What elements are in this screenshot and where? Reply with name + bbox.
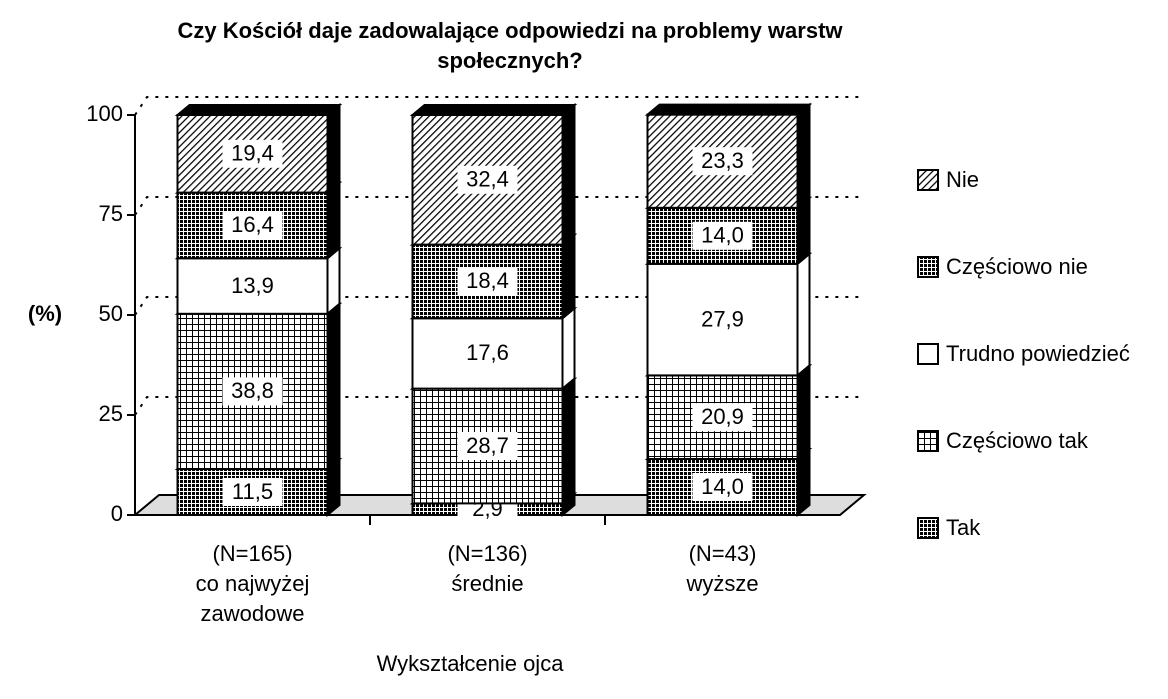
bar-side — [561, 306, 576, 391]
label-box — [222, 478, 283, 506]
label-box — [222, 211, 283, 240]
y-tick-label: 75 — [99, 201, 123, 226]
data-label: 20,9 — [701, 404, 744, 429]
data-label: 32,4 — [466, 167, 509, 192]
x-tick-label: co najwyżej — [196, 571, 310, 596]
bar-top — [409, 104, 578, 116]
grid-line — [134, 296, 860, 316]
x-tick-label: zawodowe — [201, 601, 305, 626]
bar-side — [561, 376, 576, 506]
legend-swatch — [917, 430, 939, 452]
label-box — [222, 377, 283, 406]
data-label: 14,0 — [701, 223, 744, 248]
legend-swatch — [917, 517, 939, 539]
bar-top — [644, 103, 813, 116]
data-label: 14,0 — [701, 474, 744, 499]
bar-side — [326, 102, 341, 195]
grid-line — [134, 96, 860, 116]
label-box — [692, 305, 753, 334]
y-tick-label: 100 — [86, 101, 123, 126]
x-axis-label: Wykształcenie ojca — [377, 651, 565, 676]
y-axis-label: (%) — [28, 301, 62, 326]
bar-side — [796, 195, 811, 266]
chart-title: społecznych? — [437, 48, 582, 73]
bar-segment — [409, 102, 578, 247]
legend-swatch — [917, 256, 939, 278]
bar-side — [796, 446, 811, 518]
label-box — [692, 221, 753, 250]
legend-label: Tak — [946, 515, 981, 540]
bar-side — [326, 301, 341, 472]
bar-side — [796, 363, 811, 462]
legend-label: Częściowo tak — [946, 428, 1089, 453]
legend-swatch — [917, 343, 939, 365]
data-label: 16,4 — [231, 212, 274, 237]
x-tick-label: (N=43) — [689, 541, 757, 566]
label-box — [222, 272, 283, 300]
y-tick-label: 50 — [99, 301, 123, 326]
x-tick-label: średnie — [451, 571, 523, 596]
label-box — [692, 473, 753, 501]
bar-side — [561, 232, 576, 321]
bar-side — [796, 251, 811, 378]
x-tick-label: (N=165) — [212, 541, 292, 566]
label-box — [457, 432, 518, 460]
data-label: 17,6 — [466, 340, 509, 365]
legend-label: Nie — [946, 167, 979, 192]
label-box — [457, 339, 518, 368]
label-box — [457, 165, 518, 194]
data-label: 38,8 — [231, 378, 274, 403]
legend-label: Trudno powiedzieć — [946, 341, 1130, 366]
legend-swatch — [917, 169, 939, 191]
bar-side — [326, 180, 341, 261]
data-label: 27,9 — [701, 306, 744, 331]
grid-line — [134, 396, 860, 416]
legend-label: Częściowo nie — [946, 254, 1088, 279]
data-label: 13,9 — [231, 273, 274, 298]
bar-segment — [174, 102, 343, 195]
bar-top — [174, 104, 343, 116]
data-label: 11,5 — [232, 479, 273, 504]
label-box — [692, 147, 753, 176]
y-tick-label: 0 — [111, 501, 123, 526]
x-tick-label: wyższe — [685, 571, 758, 596]
y-tick-label: 25 — [99, 401, 123, 426]
data-label: 28,7 — [466, 433, 509, 458]
label-box — [222, 139, 283, 168]
bar-side — [561, 102, 576, 247]
data-label: 23,3 — [701, 148, 744, 173]
grid-line — [134, 196, 860, 216]
x-tick-label: (N=136) — [447, 541, 527, 566]
chart-title: Czy Kościół daje zadowalające odpowiedzi… — [177, 18, 843, 43]
bar-side — [326, 246, 341, 316]
label-box — [692, 403, 753, 432]
bar-side — [796, 102, 811, 210]
data-label: 18,4 — [466, 268, 509, 293]
data-label: 19,4 — [231, 141, 274, 166]
label-box — [457, 267, 518, 296]
